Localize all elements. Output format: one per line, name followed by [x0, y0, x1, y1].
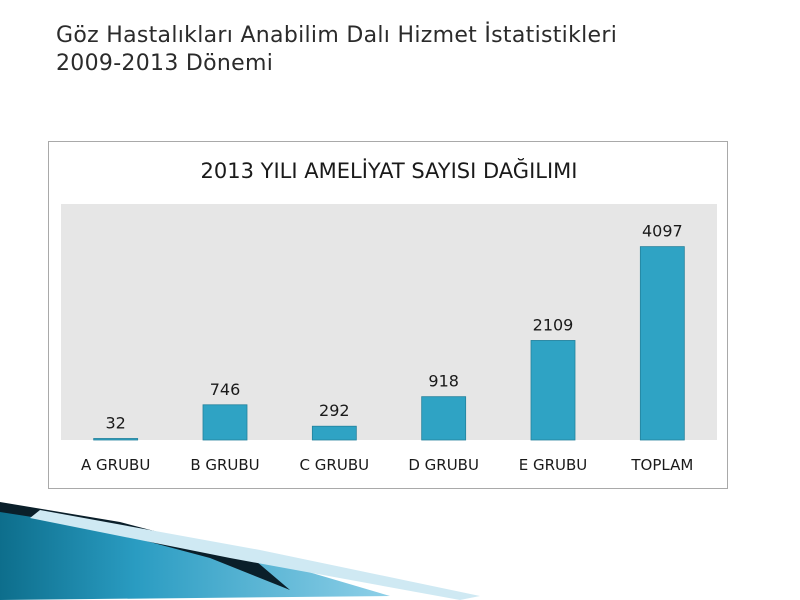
slide-title-line-2: 2009-2013 Dönemi [56, 51, 274, 76]
swoosh-dark-stripe [0, 502, 290, 590]
chart-frame: 2013 YILI AMELİYAT SAYISI DAĞILIMI 32 746… [48, 141, 728, 489]
category-label: C GRUBU [300, 456, 370, 474]
slide-title-line-1: Göz Hastalıkları Anabilim Dalı Hizmet İs… [56, 23, 618, 48]
bars-group [93, 246, 685, 441]
category-label: TOPLAM [630, 456, 693, 474]
bar-e-grubu [530, 340, 576, 441]
data-label: 292 [319, 401, 350, 420]
category-label: A GRUBU [81, 456, 150, 474]
bar-c-grubu [311, 425, 357, 441]
swoosh-light-stripe [30, 510, 480, 600]
chart-title: 2013 YILI AMELİYAT SAYISI DAĞILIMI [201, 158, 578, 183]
data-labels-group: 32 746 292 918 2109 4097 [105, 222, 682, 433]
bar-toplam [639, 246, 685, 441]
data-label: 4097 [642, 222, 683, 241]
bar-chart: 2013 YILI AMELİYAT SAYISI DAĞILIMI 32 746… [61, 158, 717, 474]
category-label: B GRUBU [190, 456, 259, 474]
category-label: E GRUBU [519, 456, 588, 474]
bar-d-grubu [421, 396, 467, 441]
data-label: 32 [105, 413, 125, 432]
data-label: 2109 [533, 315, 574, 334]
category-label: D GRUBU [408, 456, 479, 474]
slide-title: Göz Hastalıkları Anabilim Dalı Hizmet İs… [56, 22, 776, 78]
bar-a-grubu [93, 438, 139, 441]
bar-b-grubu [202, 404, 248, 441]
decorative-swoosh [0, 502, 480, 600]
data-label: 918 [428, 372, 459, 391]
data-label: 746 [210, 380, 241, 399]
plot-area [61, 204, 717, 440]
category-labels-group: A GRUBU B GRUBU C GRUBU D GRUBU E GRUBU TOPLA… [81, 456, 693, 474]
